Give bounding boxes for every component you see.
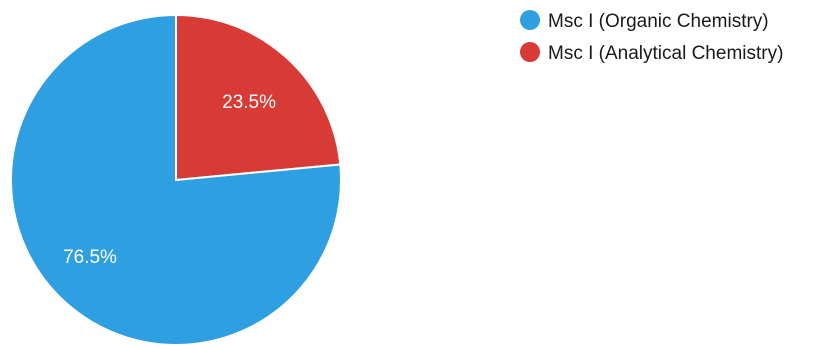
slice-value-label: 76.5%: [63, 247, 117, 268]
slice-value-label: 23.5%: [222, 92, 276, 113]
legend-marker: [520, 10, 540, 30]
legend-label: Msc I (Analytical Chemistry): [548, 43, 783, 64]
pie-slice-labels: 23.5% 76.5%: [63, 92, 276, 268]
pie-slice-organic-chemistry: [10, 13, 342, 346]
pie-slices: [10, 13, 342, 346]
legend-label: Msc I (Organic Chemistry): [548, 11, 769, 32]
legend-marker: [520, 42, 540, 62]
legend: Msc I (Organic Chemistry) Msc I (Analytic…: [520, 10, 783, 64]
pie-slice-analytical-chemistry: [175, 13, 342, 182]
